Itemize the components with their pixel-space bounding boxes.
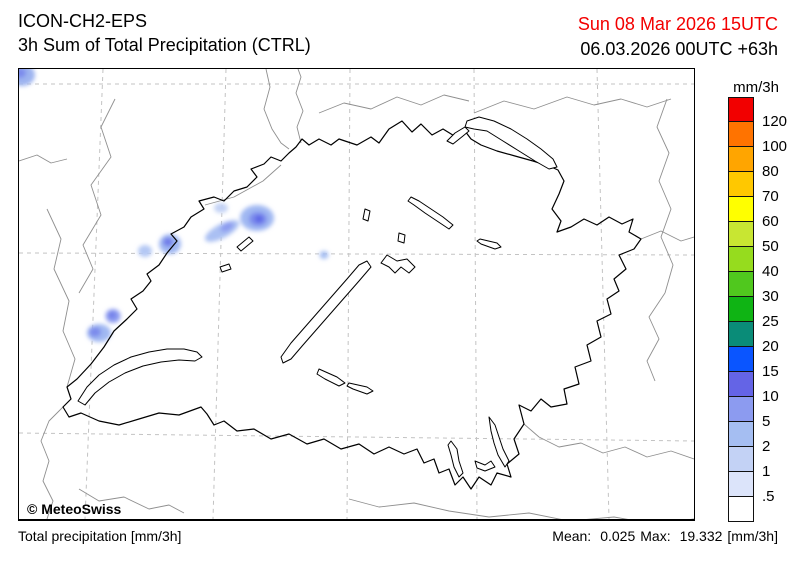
header-left: ICON-CH2-EPS 3h Sum of Total Precipitati… [18, 9, 311, 57]
legend-color-box [728, 272, 754, 297]
legend-color-box [728, 347, 754, 372]
lake-lucerne [380, 254, 416, 274]
legend-color-box [728, 322, 754, 347]
legend-tick-label: 30 [762, 288, 779, 305]
legend-color-box [728, 97, 754, 122]
legend-color-box [728, 497, 754, 522]
legend-color-box [728, 122, 754, 147]
legend-tick-label: 25 [762, 313, 779, 330]
legend-tick-label: 100 [762, 138, 788, 155]
precip-cell [108, 312, 116, 318]
lake-joux [219, 263, 232, 273]
precip-cell [163, 237, 173, 247]
precipitation-overlay [19, 69, 329, 342]
legend-color-box [728, 472, 754, 497]
lakes [77, 116, 558, 478]
legend-tick-label: 5 [762, 413, 771, 430]
legend-color-box [728, 397, 754, 422]
legend-tick-label: 10 [762, 388, 779, 405]
map-svg [19, 69, 694, 519]
legend-tick-label: 120 [762, 113, 788, 130]
footer-variable-label: Total precipitation [mm/3h] [18, 528, 182, 544]
neighbor-borders-rivers [19, 69, 694, 519]
legend-colorbar: 120 100 80 70 60 50 40 30 25 20 15 10 5 2 1 .5 [728, 97, 787, 522]
legend-color-box [728, 447, 754, 472]
footer-stats: Mean: 0.025 Max: 19.332 [mm/3h] [552, 528, 778, 544]
swiss-border [62, 120, 642, 490]
lake-geneva [77, 348, 203, 406]
legend-tick-label: .5 [762, 488, 775, 505]
legend-color-box [728, 147, 754, 172]
legend-color-box [728, 222, 754, 247]
legend-tick-label: 15 [762, 363, 779, 380]
legend-tick-label: 50 [762, 238, 779, 255]
legend-color-box [728, 422, 754, 447]
legend-tick-label: 1 [762, 463, 771, 480]
legend-color-box [728, 372, 754, 397]
legend-color-box [728, 247, 754, 272]
lake-lugano [474, 460, 496, 472]
precip-cell [89, 327, 101, 337]
lake-zurich [407, 196, 454, 230]
product-title: 3h Sum of Total Precipitation (CTRL) [18, 35, 311, 55]
legend-tick-label: 40 [762, 263, 779, 280]
precip-cell [214, 203, 228, 213]
model-title: ICON-CH2-EPS [18, 11, 148, 31]
legend-color-box [728, 172, 754, 197]
lake-biel [236, 236, 254, 252]
lake-brienz [346, 382, 374, 395]
legend-tick-label: 70 [762, 188, 779, 205]
legend-color-box [728, 297, 754, 322]
legend-tick-label: 60 [762, 213, 779, 230]
valid-time: Sun 08 Mar 2026 15UTC [577, 14, 778, 34]
lake-constance [464, 116, 558, 170]
lake-walen [476, 238, 502, 250]
copyright: © MeteoSwiss [27, 501, 122, 517]
precip-cell [220, 222, 234, 232]
lake-maggiore [447, 440, 464, 478]
lake-thun [316, 368, 346, 387]
precip-cell [138, 245, 152, 257]
mean-label: Mean: [552, 528, 592, 544]
legend-tick-label: 80 [762, 163, 779, 180]
legend-tick-label: 20 [762, 338, 779, 355]
lake-sempach [362, 208, 371, 222]
stats-unit: [mm/3h] [727, 528, 778, 544]
max-value: 19.332 [679, 528, 723, 544]
legend-tick-label: 2 [762, 438, 771, 455]
run-info: 06.03.2026 00UTC +63h [580, 39, 778, 59]
lake-neuchatel [280, 260, 372, 364]
map-frame: © MeteoSwiss [18, 68, 695, 521]
precip-cell [255, 215, 263, 223]
lake-como [488, 416, 510, 468]
lake-zug [397, 232, 406, 244]
legend-color-box [728, 197, 754, 222]
legend-unit-label: mm/3h [733, 79, 779, 96]
precip-cell [319, 251, 329, 259]
mean-value: 0.025 [600, 528, 636, 544]
max-label: Max: [640, 528, 671, 544]
header-right: Sun 08 Mar 2026 15UTC 06.03.2026 00UTC +… [578, 12, 778, 62]
graticule-grid [19, 69, 694, 519]
lake-constance-untersee [446, 126, 470, 145]
precip-cell [19, 69, 26, 78]
